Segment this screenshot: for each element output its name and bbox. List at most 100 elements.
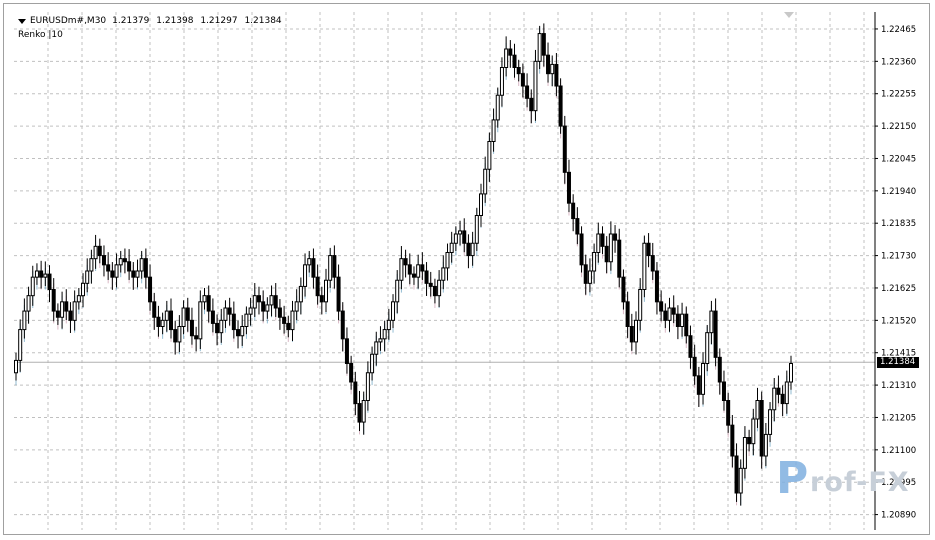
candle-body: [789, 363, 793, 383]
candle-body: [470, 242, 475, 257]
axis-tick-label: 1.21520: [881, 316, 916, 326]
candle-body: [529, 97, 534, 112]
candle-body: [600, 233, 605, 247]
candle-body: [738, 467, 743, 494]
candle-body: [210, 310, 215, 324]
candle-body: [273, 295, 278, 309]
candle-body: [194, 335, 199, 340]
candle-body: [374, 341, 379, 355]
candles: [14, 23, 793, 506]
candle-body: [357, 403, 362, 423]
axis-tick-label: 1.21310: [881, 381, 916, 391]
candle-body: [135, 270, 140, 278]
candle-body: [307, 258, 312, 266]
candle-body: [587, 270, 592, 284]
candle-body: [407, 264, 412, 275]
candle-body: [613, 233, 618, 241]
candle-body: [449, 242, 454, 253]
candle-body: [395, 279, 400, 303]
candle-body: [634, 319, 638, 343]
candle-body: [550, 63, 555, 75]
candle-body: [223, 307, 228, 321]
candle-body: [127, 261, 132, 272]
candle-body: [671, 307, 676, 315]
candle-body: [236, 329, 241, 337]
candle-body: [328, 255, 333, 281]
candle-body: [143, 258, 148, 278]
candle-body: [324, 279, 328, 303]
candle-body: [122, 258, 127, 263]
candle-body: [730, 424, 735, 457]
candle-body: [696, 375, 701, 395]
axis-tick-label: 1.21730: [881, 252, 916, 262]
candle-body: [504, 48, 509, 68]
chart-shift-marker[interactable]: [784, 12, 794, 18]
candle-body: [60, 301, 65, 318]
candle-body: [336, 276, 341, 312]
candle-body: [152, 301, 157, 318]
watermark-text: rof-FX: [810, 467, 910, 498]
candle-body: [768, 409, 773, 435]
candle-body: [34, 270, 39, 278]
candle-body: [495, 94, 500, 121]
candle-body: [252, 295, 257, 309]
candle-body: [173, 329, 178, 343]
candle-body: [72, 301, 77, 321]
candle-body: [445, 252, 450, 269]
candle-body: [169, 310, 173, 331]
candle-body: [282, 316, 287, 324]
candle-body: [462, 230, 467, 244]
ohlc-open: 1.21379: [112, 16, 150, 26]
candle-body: [361, 400, 366, 423]
candle-body: [106, 264, 111, 272]
candle-body: [349, 363, 354, 383]
candle-body: [22, 310, 27, 331]
candle-body: [89, 258, 94, 272]
candle-body: [118, 258, 123, 266]
axis-tick-label: 1.22465: [881, 25, 916, 35]
axis-tick-label: 1.21100: [881, 446, 916, 456]
candle-body: [554, 63, 559, 87]
candle-body: [365, 372, 370, 401]
candle-body: [160, 319, 165, 328]
candle-body: [319, 295, 324, 303]
candle-body: [646, 242, 651, 257]
ohlc-values: 1.21379 1.21398 1.21297 1.21384: [112, 16, 286, 26]
candle-body: [181, 307, 186, 327]
candle-body: [101, 255, 106, 266]
candle-body: [185, 307, 190, 321]
candle-body: [26, 295, 31, 312]
candle-body: [93, 245, 98, 260]
axis-tick-label: 1.20890: [881, 511, 916, 521]
candle-body: [596, 233, 601, 253]
price-axis: 1.22465 1.22360 1.22255 1.22150 1.22045 1.219…: [874, 12, 916, 530]
candle-body: [378, 338, 383, 343]
axis-tick-label: 1.21940: [881, 187, 916, 197]
candle-body: [30, 276, 35, 297]
chart-window[interactable]: [3, 3, 930, 535]
candle-body: [290, 310, 295, 331]
candle-body: [47, 273, 52, 291]
axis-tick-label: 1.22360: [881, 57, 916, 67]
collapse-triangle-icon[interactable]: [18, 18, 26, 24]
candle-body: [684, 313, 689, 337]
candle-body: [617, 239, 622, 278]
candle-body: [198, 301, 203, 340]
candle-body: [780, 393, 785, 405]
candle-body: [705, 332, 710, 364]
candle-body: [286, 322, 291, 331]
candle-body: [51, 289, 56, 312]
indicator-label[interactable]: Renko |10: [18, 30, 63, 40]
candle-body: [403, 258, 408, 266]
chart-grid: [14, 12, 875, 530]
candle-body: [579, 233, 584, 266]
candle-body: [231, 313, 236, 331]
candle-body: [508, 48, 513, 56]
candle-body: [525, 85, 530, 99]
candle-body: [386, 319, 391, 331]
candle-body: [721, 381, 726, 401]
candle-body: [311, 258, 316, 278]
candle-body: [659, 301, 664, 312]
candle-body: [629, 326, 634, 343]
